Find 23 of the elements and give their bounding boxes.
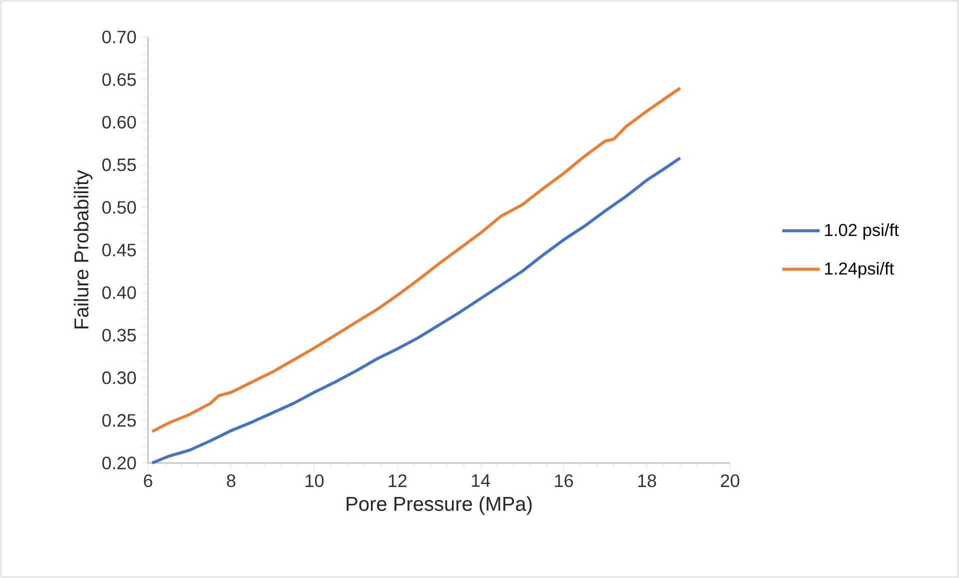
y-tick-label: 0.50 <box>102 201 136 214</box>
legend-label: 1.02 psi/ft <box>825 223 899 240</box>
y-tick-label: 0.65 <box>102 73 136 86</box>
x-tick-label: 6 <box>144 474 152 488</box>
x-tick-label: 14 <box>472 474 490 487</box>
x-tick-label: 12 <box>388 474 407 487</box>
x-tick-label: 16 <box>555 474 573 488</box>
y-tick-label: 0.60 <box>102 116 136 129</box>
x-tick-label: 18 <box>638 474 656 488</box>
y-tick-label: 0.40 <box>102 286 136 299</box>
y-tick-label: 0.45 <box>102 244 136 256</box>
y-tick-label: 0.70 <box>102 30 136 44</box>
x-tick-label: 20 <box>720 474 740 488</box>
y-tick-label: 0.25 <box>102 414 136 427</box>
y-tick-label: 0.35 <box>102 328 136 342</box>
legend-label: 1.24psi/ft <box>825 262 894 278</box>
y-axis-title: Failure Probability <box>74 170 92 328</box>
x-tick-label: 10 <box>306 474 324 488</box>
y-tick-label: 0.30 <box>102 371 136 384</box>
x-tick-label: 8 <box>226 474 236 488</box>
y-tick-label: 0.20 <box>102 456 136 470</box>
y-tick-label: 0.55 <box>102 158 136 172</box>
x-axis-title: Pore Pressure (MPa) <box>346 496 532 515</box>
